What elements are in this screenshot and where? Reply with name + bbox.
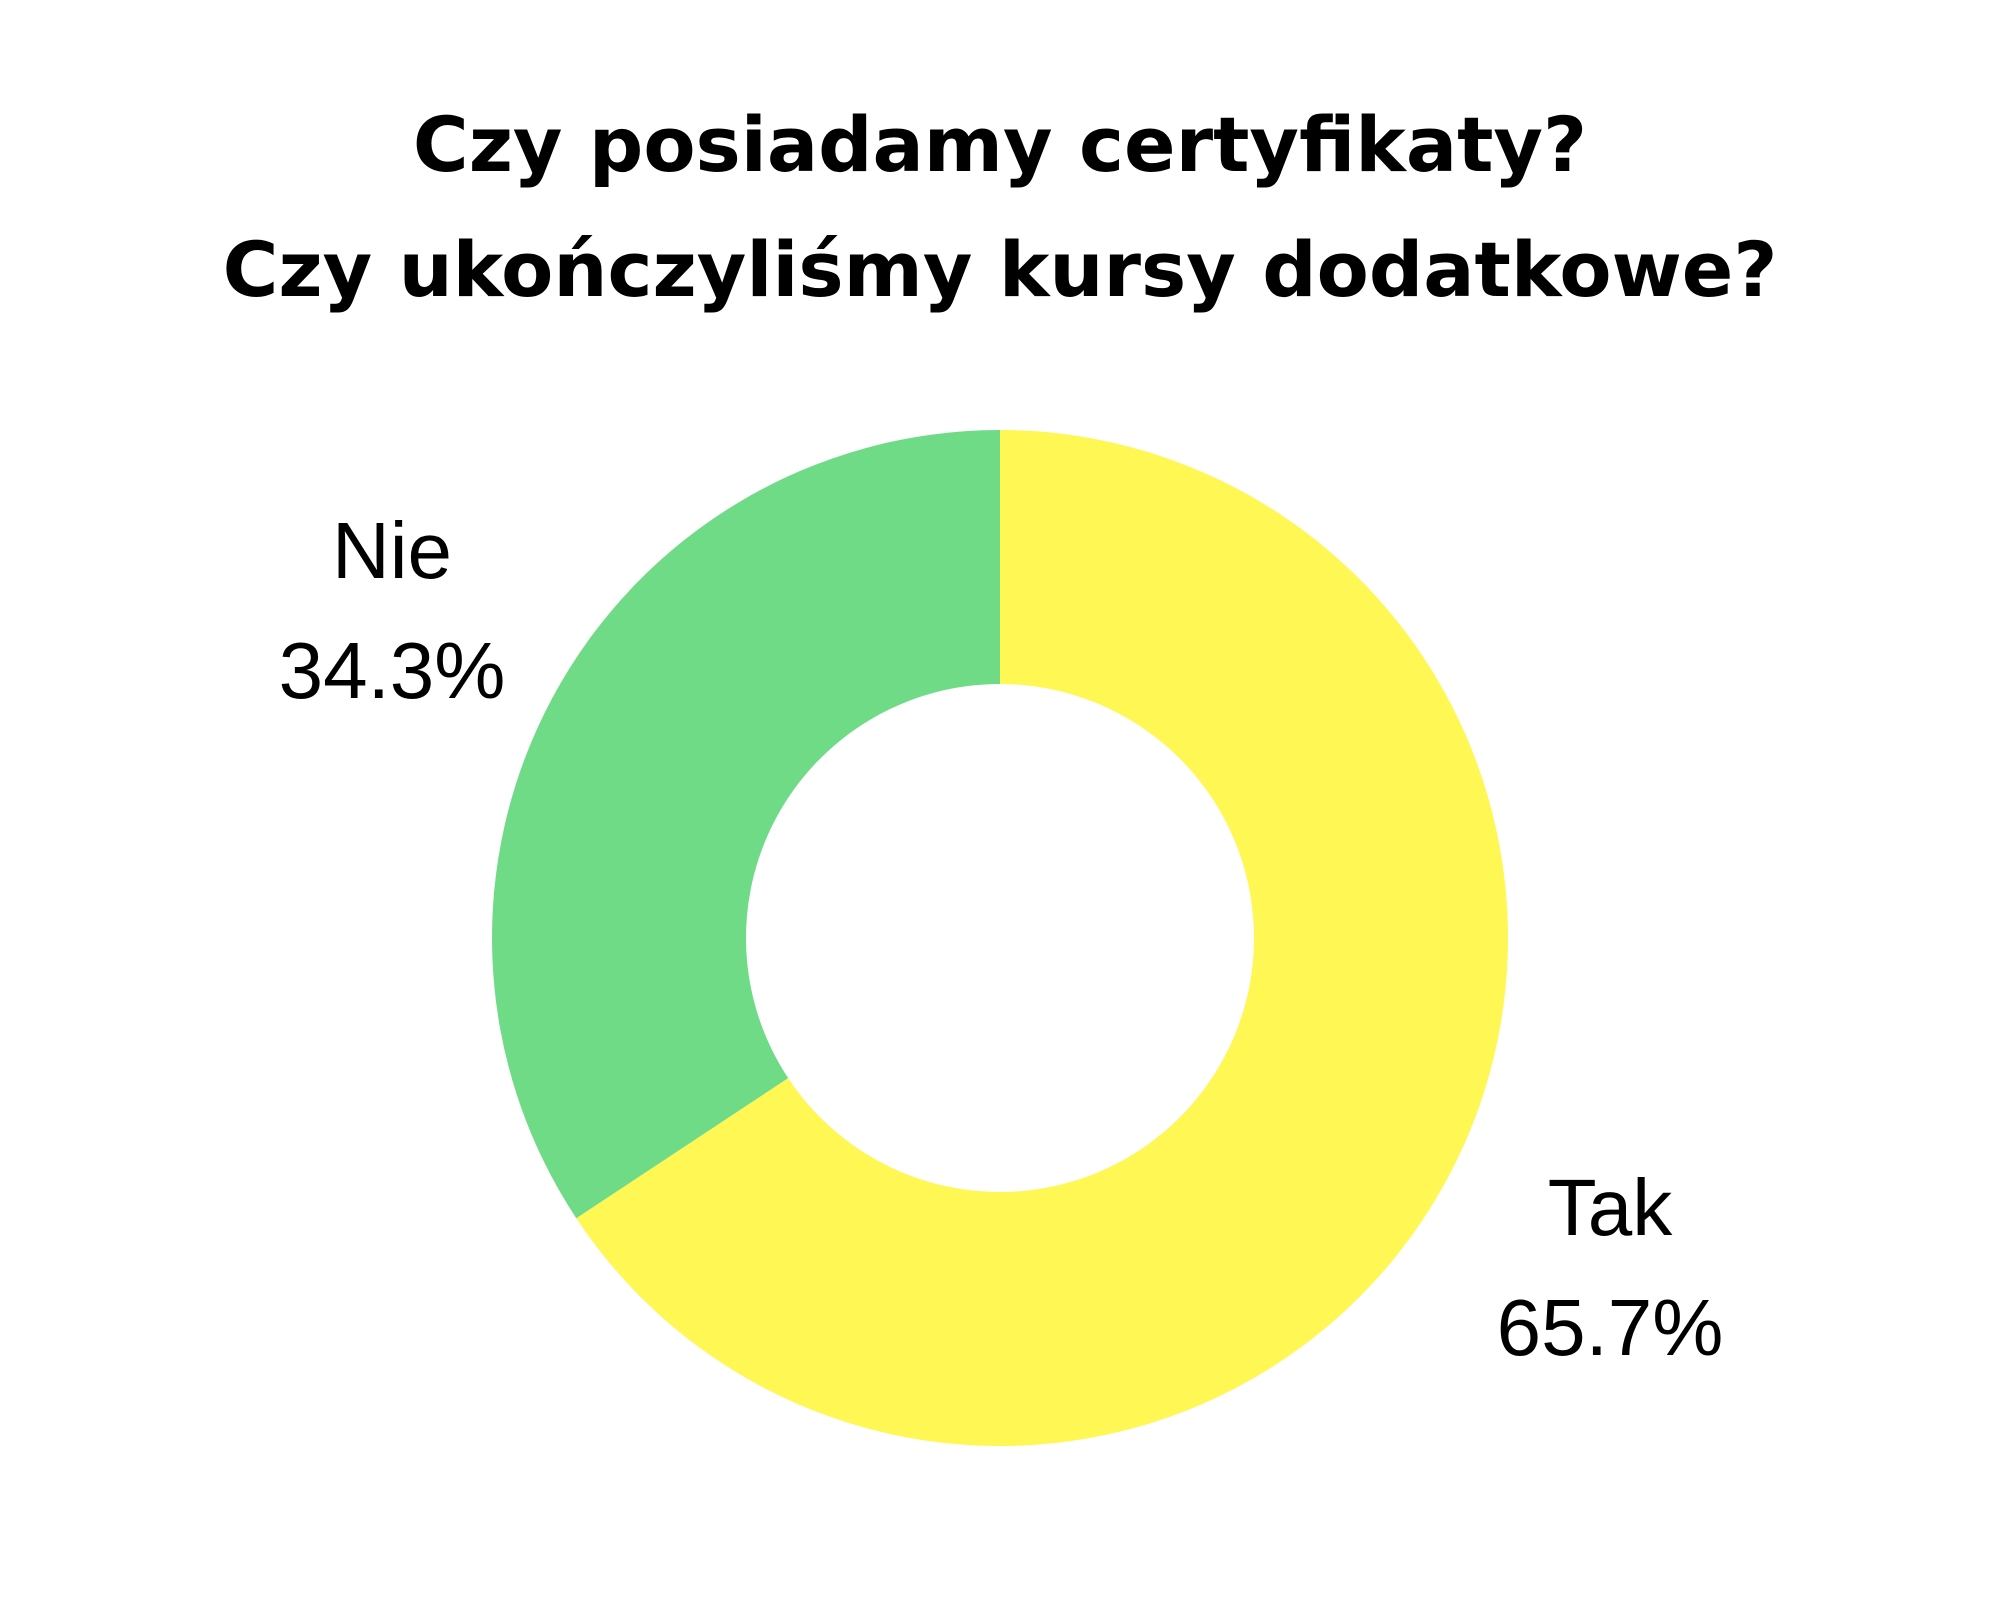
slice-value-label: 34.3% — [279, 626, 506, 715]
donut-slices — [492, 430, 1509, 1447]
chart-subtitle: Czy ukończyliśmy kursy dodatkowe? — [222, 225, 1778, 314]
slice-tak — [576, 430, 1509, 1447]
slice-value-label: 65.7% — [1497, 1283, 1724, 1372]
slice-labels: Tak 65.7% Nie 34.3% — [279, 506, 1724, 1372]
slice-category-label: Tak — [1548, 1163, 1673, 1252]
slice-category-label: Nie — [332, 506, 452, 595]
slice-nie — [492, 430, 1000, 1219]
chart-title: Czy posiadamy certyfikaty? — [412, 100, 1588, 189]
